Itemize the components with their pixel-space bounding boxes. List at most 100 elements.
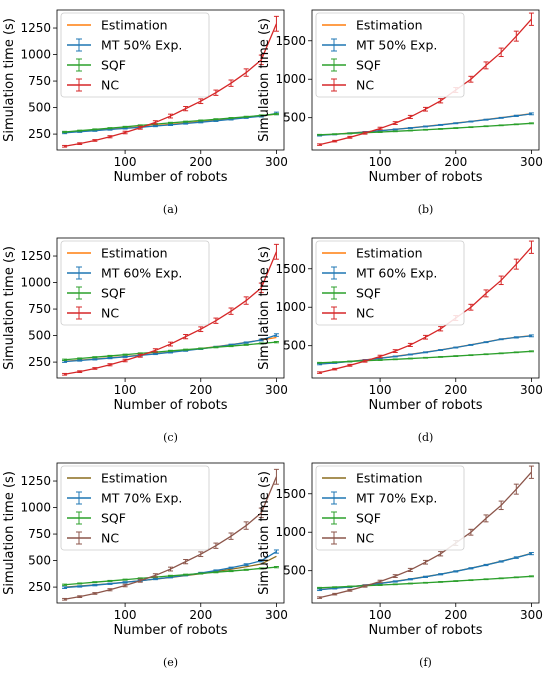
x-tick-label: 300 xyxy=(265,608,288,622)
legend-label: NC xyxy=(101,531,119,546)
chart-panel-a: 100 200 300 250 500 750 1000 1250 Number of robo… xyxy=(2,9,288,216)
legend-label: Estimation xyxy=(356,18,423,33)
legend-label: SQF xyxy=(101,58,126,73)
legend-label: NC xyxy=(101,306,119,321)
legend-box xyxy=(315,12,465,98)
y-tick-label: 750 xyxy=(28,527,51,541)
plot-frame xyxy=(56,237,285,379)
x-axis-label: Number of robots xyxy=(368,170,482,185)
y-tick-label: 500 xyxy=(28,554,51,568)
y-axis-label: Simulation time (s) xyxy=(2,471,17,595)
plot-frame xyxy=(56,462,285,604)
chart-panel-d: 100 200 300 500 1000 1500 Number of robots Simu… xyxy=(257,237,543,444)
legend-label: MT 70% Exp. xyxy=(101,491,182,506)
y-axis-label: Simulation time (s) xyxy=(257,18,272,142)
chart-panel-c: 100 200 300 250 500 750 1000 1250 Number of robo… xyxy=(2,237,288,444)
plot-frame xyxy=(311,462,540,604)
x-tick-label: 200 xyxy=(444,383,467,397)
legend-box xyxy=(60,465,210,551)
y-tick-label: 1000 xyxy=(275,525,306,539)
x-tick-label: 200 xyxy=(444,155,467,169)
x-tick-label: 100 xyxy=(369,383,392,397)
panel-caption: (f) xyxy=(419,656,432,669)
series-line-estimation xyxy=(319,552,532,591)
panel-caption: (b) xyxy=(418,203,434,216)
x-tick-label: 300 xyxy=(520,608,543,622)
y-tick-label: 1000 xyxy=(20,276,51,290)
plot-frame xyxy=(56,9,285,151)
y-axis-label: Simulation time (s) xyxy=(257,246,272,370)
x-tick-label: 300 xyxy=(520,383,543,397)
legend-label: Estimation xyxy=(101,471,168,486)
x-tick-label: 200 xyxy=(189,155,212,169)
panel-caption: (d) xyxy=(418,431,434,444)
y-axis-label: Simulation time (s) xyxy=(2,246,17,370)
x-axis-label: Number of robots xyxy=(113,623,227,638)
y-tick-label: 1250 xyxy=(20,474,51,488)
x-axis-label: Number of robots xyxy=(368,398,482,413)
legend-label: MT 70% Exp. xyxy=(356,491,437,506)
panel-caption: (e) xyxy=(163,656,178,669)
y-tick-label: 500 xyxy=(283,564,306,578)
x-tick-label: 200 xyxy=(189,383,212,397)
legend-box xyxy=(315,240,465,326)
y-tick-label: 1000 xyxy=(20,48,51,62)
x-tick-label: 100 xyxy=(369,155,392,169)
x-tick-label: 100 xyxy=(114,383,137,397)
y-tick-label: 250 xyxy=(28,355,51,369)
y-tick-label: 1250 xyxy=(20,249,51,263)
chart-panel-e: 100 200 300 250 500 750 1000 1250 Number of robo… xyxy=(2,462,288,669)
chart-panel-f: 100 200 300 500 1000 1500 Number of robots Simu… xyxy=(257,462,543,669)
y-tick-label: 500 xyxy=(283,111,306,125)
legend-label: NC xyxy=(356,78,374,93)
y-tick-label: 1000 xyxy=(20,501,51,515)
y-tick-label: 1500 xyxy=(275,262,306,276)
y-tick-label: 500 xyxy=(28,329,51,343)
series-line-mt-70-exp- xyxy=(319,552,532,591)
plot-frame xyxy=(311,237,540,379)
x-tick-label: 200 xyxy=(189,608,212,622)
panel-caption: (a) xyxy=(163,203,178,216)
x-axis-label: Number of robots xyxy=(113,170,227,185)
legend-box xyxy=(60,240,210,326)
legend-label: MT 50% Exp. xyxy=(356,38,437,53)
legend-box xyxy=(60,12,210,98)
legend-label: NC xyxy=(101,78,119,93)
y-tick-label: 1000 xyxy=(275,72,306,86)
y-tick-label: 500 xyxy=(283,339,306,353)
chart-panel-b: 100 200 300 500 1000 1500 Number of robots Simu… xyxy=(257,9,543,216)
y-tick-label: 1000 xyxy=(275,300,306,314)
legend-label: Estimation xyxy=(101,246,168,261)
x-tick-label: 300 xyxy=(265,155,288,169)
legend-label: SQF xyxy=(101,511,126,526)
y-tick-label: 750 xyxy=(28,74,51,88)
x-tick-label: 100 xyxy=(369,608,392,622)
x-tick-label: 100 xyxy=(114,155,137,169)
y-tick-label: 1250 xyxy=(20,21,51,35)
y-tick-label: 750 xyxy=(28,302,51,316)
legend-label: MT 60% Exp. xyxy=(101,266,182,281)
x-tick-label: 200 xyxy=(444,608,467,622)
legend-label: NC xyxy=(356,306,374,321)
y-tick-label: 500 xyxy=(28,101,51,115)
legend-label: SQF xyxy=(356,286,381,301)
legend-label: SQF xyxy=(356,58,381,73)
legend-label: Estimation xyxy=(356,246,423,261)
y-axis-label: Simulation time (s) xyxy=(2,18,17,142)
x-tick-label: 300 xyxy=(520,155,543,169)
legend-label: SQF xyxy=(101,286,126,301)
y-tick-label: 250 xyxy=(28,127,51,141)
x-tick-label: 100 xyxy=(114,608,137,622)
legend-box xyxy=(315,465,465,551)
y-axis-label: Simulation time (s) xyxy=(257,471,272,595)
legend-label: MT 60% Exp. xyxy=(356,266,437,281)
panel-caption: (c) xyxy=(163,431,178,444)
legend-label: NC xyxy=(356,531,374,546)
legend-label: Estimation xyxy=(356,471,423,486)
x-tick-label: 300 xyxy=(265,383,288,397)
legend-label: Estimation xyxy=(101,18,168,33)
y-tick-label: 1500 xyxy=(275,487,306,501)
legend-label: SQF xyxy=(356,511,381,526)
legend-label: MT 50% Exp. xyxy=(101,38,182,53)
